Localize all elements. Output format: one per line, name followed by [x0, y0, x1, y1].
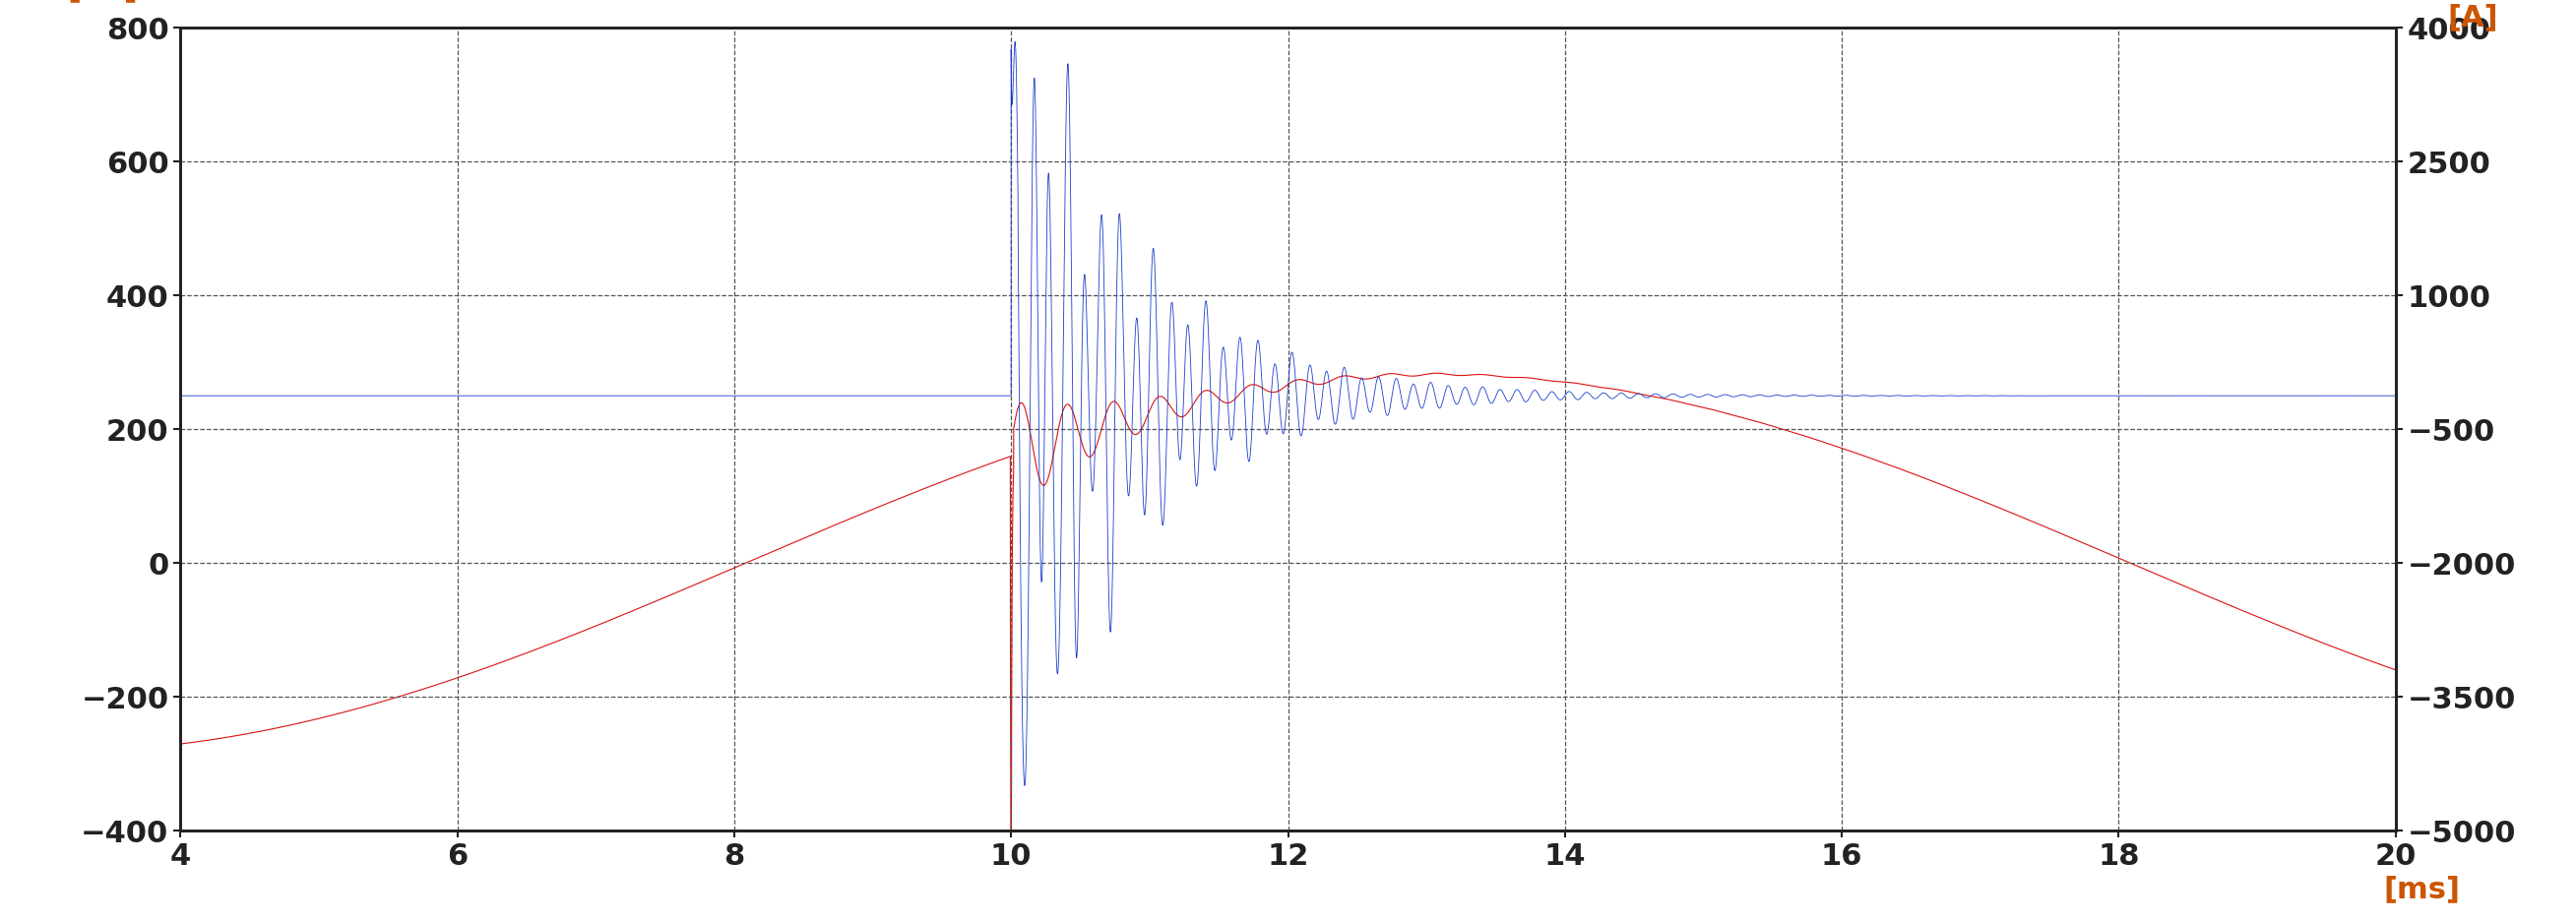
Y-axis label: [kV]: [kV] — [67, 0, 139, 4]
Y-axis label: [A]: [A] — [2447, 4, 2499, 32]
X-axis label: [ms]: [ms] — [2383, 875, 2460, 904]
